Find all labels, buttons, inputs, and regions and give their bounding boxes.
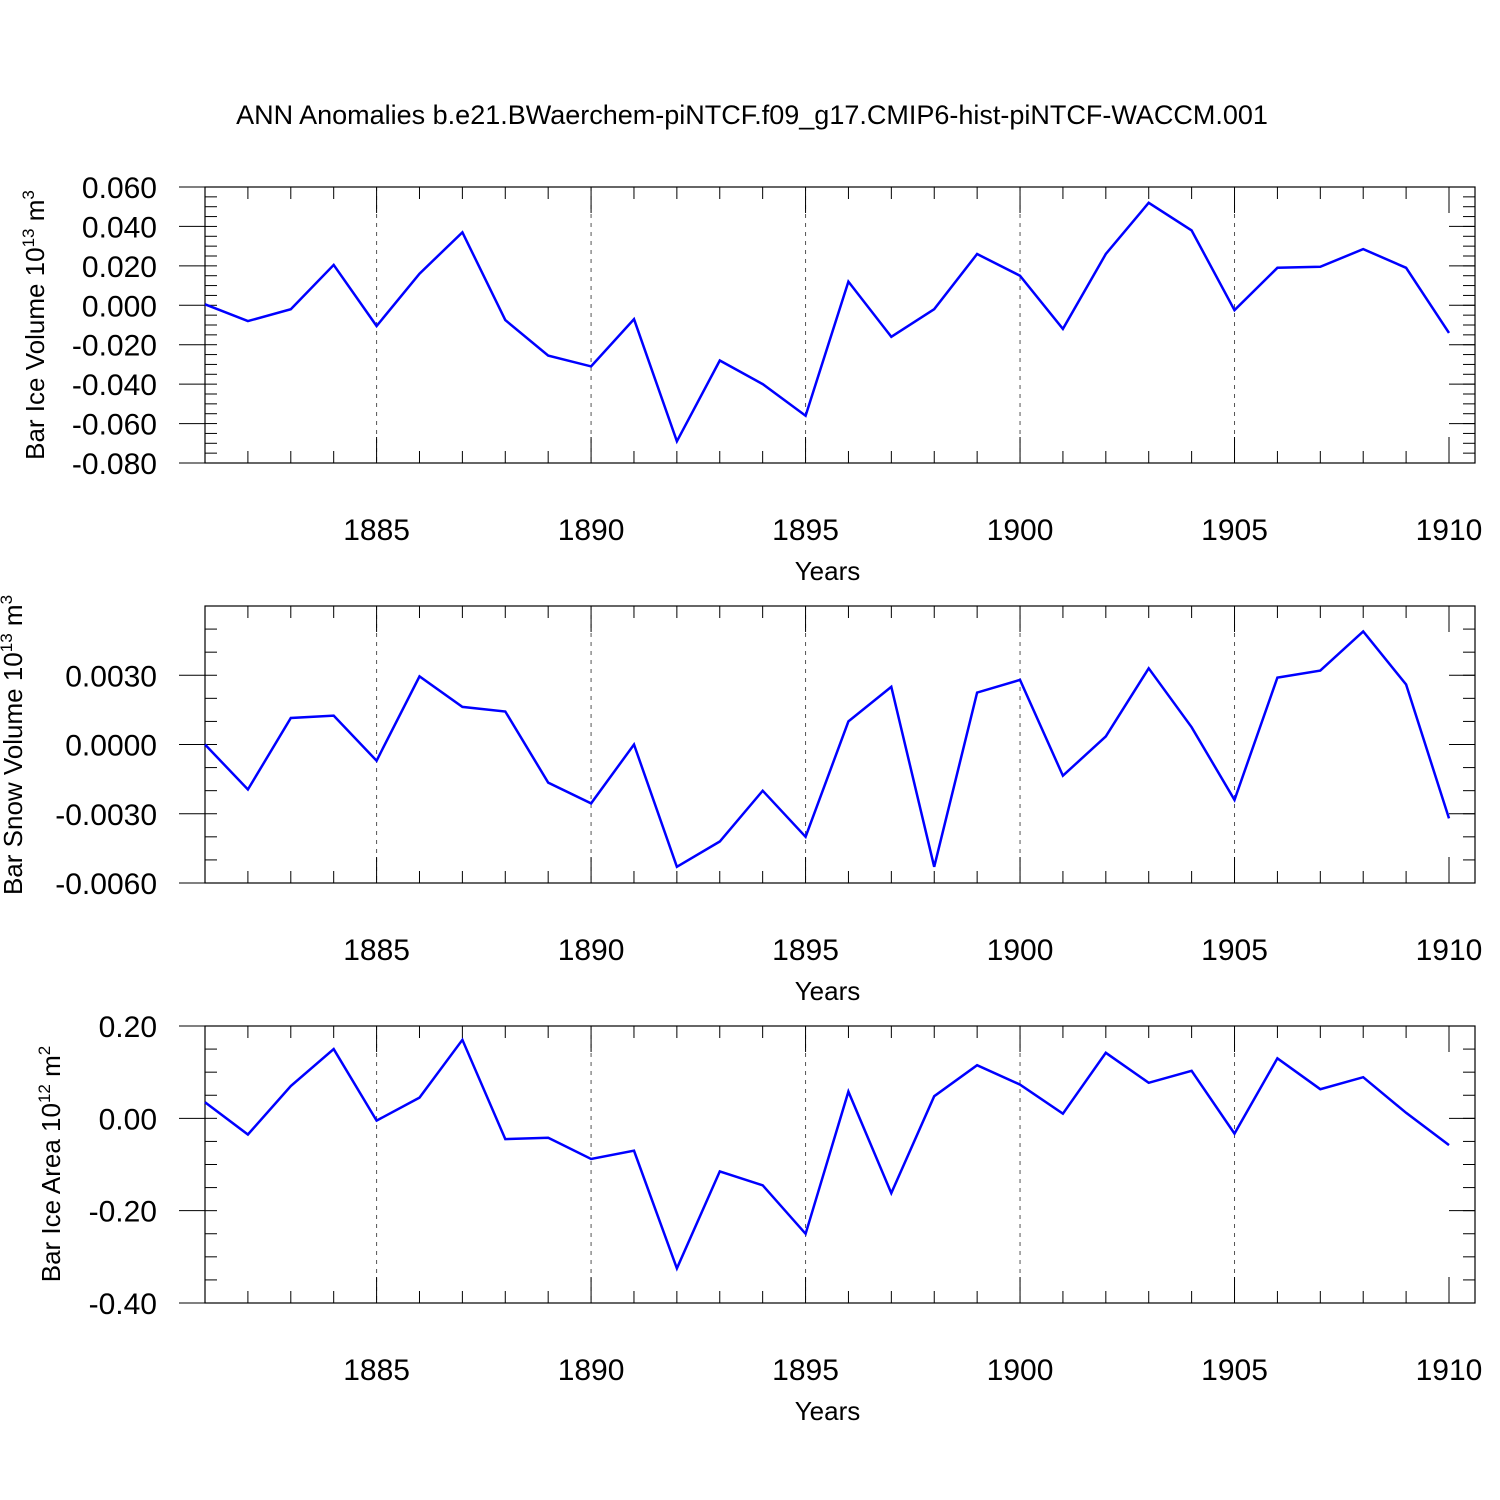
- y-axis-label-unit-exponent: 3: [0, 595, 16, 604]
- x-tick-label: 1905: [1201, 514, 1268, 547]
- y-tick-label: 0.000: [82, 290, 157, 323]
- y-axis-label-text: Bar Snow Volume 10: [0, 652, 28, 895]
- x-tick-label: 1900: [987, 1354, 1054, 1387]
- y-axis-label-unit: m: [0, 604, 28, 633]
- y-axis-label-text: Bar Ice Area 10: [36, 1103, 66, 1282]
- y-tick-label: -0.040: [72, 369, 157, 402]
- series-line: [204, 201, 1451, 445]
- x-tick-label: 1885: [343, 934, 410, 967]
- y-axis-label-unit: m: [20, 200, 50, 229]
- y-tick-label: -0.080: [72, 448, 157, 481]
- x-tick-label: 1895: [772, 514, 839, 547]
- y-tick-label: 0.20: [99, 1011, 157, 1044]
- y-axis-label-unit: m: [36, 1055, 66, 1084]
- x-axis-label: Years: [795, 556, 861, 586]
- y-axis-label-exponent: 13: [0, 633, 16, 652]
- x-tick-label: 1895: [772, 934, 839, 967]
- y-tick-label: 0.040: [82, 211, 157, 244]
- x-tick-label: 1890: [558, 1354, 625, 1387]
- y-tick-label: 0.0000: [65, 730, 157, 763]
- y-tick-label: -0.0060: [55, 868, 157, 901]
- x-tick-label: 1885: [343, 1354, 410, 1387]
- y-tick-label: 0.060: [82, 172, 157, 205]
- y-tick-label: 0.020: [82, 251, 157, 284]
- y-tick-label: -0.020: [72, 330, 157, 363]
- y-tick-label: 0.00: [99, 1103, 157, 1136]
- figure-title: ANN Anomalies b.e21.BWaerchem-piNTCF.f09…: [236, 100, 1268, 130]
- x-tick-label: 1900: [987, 514, 1054, 547]
- y-tick-label: -0.40: [89, 1288, 157, 1321]
- y-axis-label: Bar Snow Volume 1013 m3: [0, 595, 28, 895]
- y-tick-label: -0.20: [89, 1196, 157, 1229]
- x-tick-label: 1895: [772, 1354, 839, 1387]
- x-tick-label: 1910: [1416, 934, 1483, 967]
- y-axis-label-text: Bar Ice Volume 10: [20, 247, 50, 459]
- y-tick-label: 0.0030: [65, 660, 157, 693]
- y-axis-label-exponent: 13: [19, 228, 38, 247]
- series-line: [204, 629, 1451, 869]
- y-tick-label: -0.060: [72, 409, 157, 442]
- y-axis-label-unit-exponent: 2: [35, 1046, 54, 1055]
- x-tick-label: 1900: [987, 934, 1054, 967]
- x-tick-label: 1890: [558, 514, 625, 547]
- panel-bar-ice-volume: 1885 1890 1895 1900 1905 1910 Years 0.060 0.040 0…: [19, 172, 1482, 586]
- panel-bar-ice-area: 1885 1890 1895 1900 1905 1910 Years 0.20 0.00 -0.…: [35, 1011, 1482, 1426]
- panel-bar-snow-volume: 1885 1890 1895 1900 1905 1910 Years 0.0030 0.000…: [0, 595, 1482, 1006]
- y-axis-label: Bar Ice Volume 1013 m3: [19, 190, 50, 460]
- y-axis-label: Bar Ice Area 1012 m2: [35, 1046, 66, 1283]
- x-tick-label: 1905: [1201, 934, 1268, 967]
- x-tick-label: 1885: [343, 514, 410, 547]
- x-axis-label: Years: [795, 1396, 861, 1426]
- x-tick-label: 1890: [558, 934, 625, 967]
- y-axis-label-unit-exponent: 3: [19, 190, 38, 199]
- y-axis-label-exponent: 12: [35, 1084, 54, 1103]
- x-axis-label: Years: [795, 976, 861, 1006]
- x-tick-label: 1905: [1201, 1354, 1268, 1387]
- series-line: [204, 1037, 1450, 1272]
- x-tick-label: 1910: [1416, 1354, 1483, 1387]
- x-tick-label: 1910: [1416, 514, 1483, 547]
- y-tick-label: -0.0030: [55, 799, 157, 832]
